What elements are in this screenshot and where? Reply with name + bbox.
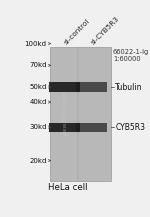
Text: CYB5R3: CYB5R3 <box>115 123 145 132</box>
Bar <box>50 47 111 181</box>
Text: 100kd: 100kd <box>25 41 47 47</box>
Text: si-control: si-control <box>63 18 91 46</box>
Bar <box>49 82 80 92</box>
Text: Tubulin: Tubulin <box>115 82 143 92</box>
Text: 20kd: 20kd <box>29 158 47 164</box>
Text: 40kd: 40kd <box>29 99 47 105</box>
Text: 50kd: 50kd <box>29 84 47 90</box>
Text: 66022-1-lg
1:60000: 66022-1-lg 1:60000 <box>113 49 149 62</box>
Text: www.PTG3.com: www.PTG3.com <box>63 90 68 136</box>
Text: 30kd: 30kd <box>29 124 47 130</box>
Text: si-CYB5R3: si-CYB5R3 <box>90 16 121 46</box>
Text: 70kd: 70kd <box>29 62 47 68</box>
Bar <box>76 82 107 92</box>
Bar <box>49 123 80 132</box>
Text: HeLa cell: HeLa cell <box>48 183 87 192</box>
Bar <box>76 123 107 132</box>
